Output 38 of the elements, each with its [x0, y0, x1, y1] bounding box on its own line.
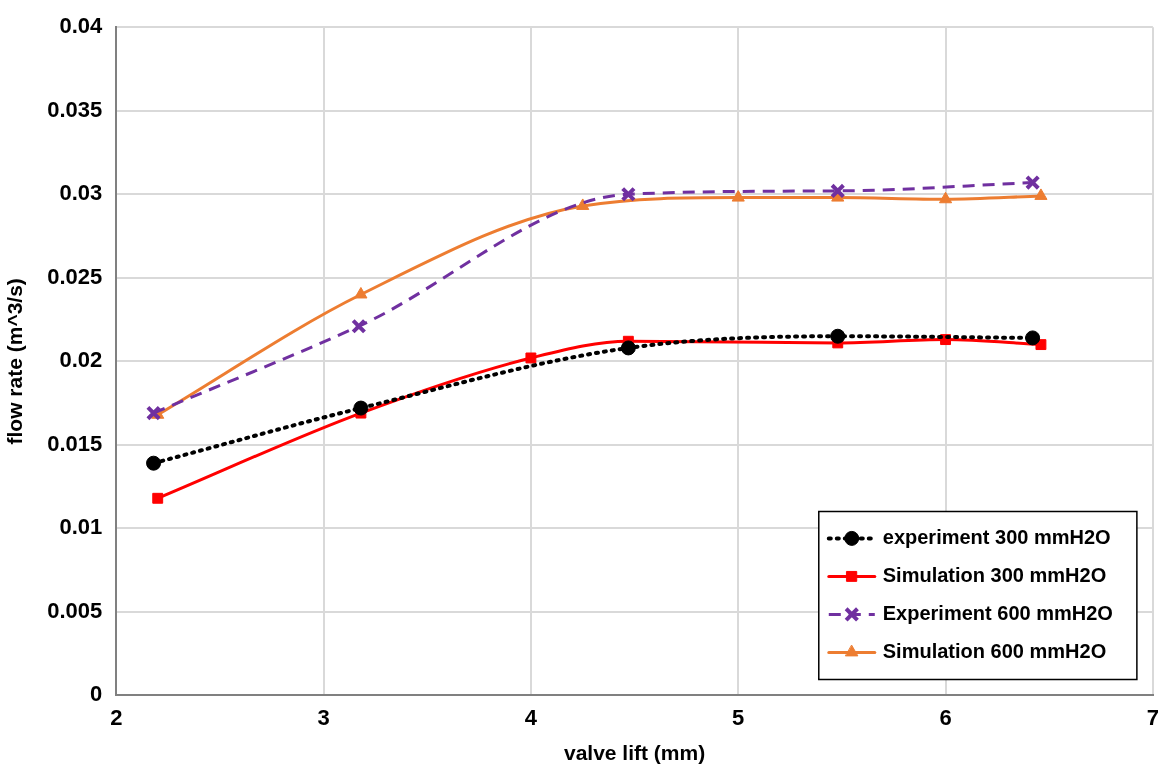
y-tick-label: 0.015: [47, 430, 103, 456]
y-tick-label: 0.025: [47, 263, 103, 289]
x-tick-label: 6: [939, 704, 952, 730]
y-tick-label: 0: [90, 681, 103, 707]
legend-label: experiment 300 mmH2O: [882, 525, 1111, 548]
point: [731, 190, 745, 202]
x-tick-label: 7: [1146, 704, 1160, 730]
y-tick-label: 0.01: [59, 514, 103, 540]
y-tick-label: 0.035: [47, 96, 103, 122]
point: [146, 455, 162, 471]
x-tick-label: 2: [110, 704, 123, 730]
point: [353, 400, 369, 416]
point: [351, 318, 367, 334]
x-axis-title: valve lift (mm): [563, 741, 706, 765]
y-tick-label: 0.005: [47, 597, 103, 623]
point: [152, 492, 164, 504]
point: [354, 286, 368, 299]
x-tick-label: 4: [524, 704, 538, 730]
y-tick-label: 0.04: [59, 13, 104, 39]
legend-label: Experiment 600 mmH2O: [882, 601, 1113, 624]
point: [620, 340, 636, 356]
x-tick-label: 3: [317, 704, 330, 730]
point: [576, 198, 590, 210]
y-axis-title: flow rate (m^3/s): [3, 278, 27, 445]
point: [620, 186, 637, 202]
point: [525, 352, 537, 364]
x-tick-label: 5: [732, 704, 745, 730]
y-tick-label: 0.02: [59, 347, 103, 373]
point: [830, 183, 846, 199]
point: [145, 405, 162, 421]
point: [830, 328, 846, 344]
point: [1034, 188, 1048, 200]
legend-label: Simulation 300 mmH2O: [882, 563, 1107, 586]
point: [1024, 174, 1041, 191]
point: [938, 191, 953, 204]
legend-label: Simulation 600 mmH2O: [882, 639, 1107, 662]
y-tick-label: 0.03: [59, 180, 103, 206]
point: [1025, 330, 1041, 346]
